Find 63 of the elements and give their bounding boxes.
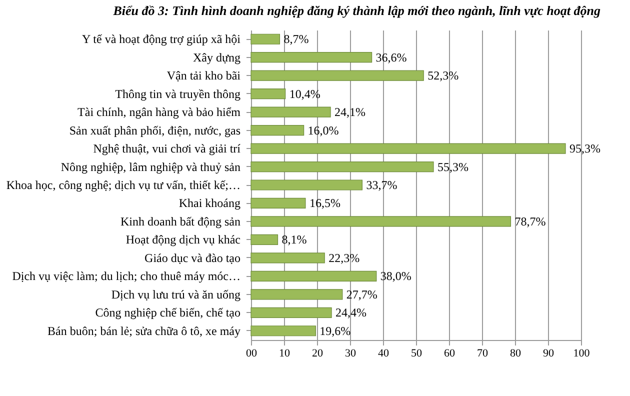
y-tick-label: Dịch vụ việc làm; du lịch; cho thuê máy móc… <box>12 269 240 284</box>
data-label: 95,3% <box>569 142 600 156</box>
bar <box>250 216 512 227</box>
data-label: 33,7% <box>366 178 398 192</box>
x-tick-label: 30 <box>345 348 356 360</box>
y-tick-label: Thông tin và truyền thông <box>115 86 240 101</box>
data-label: 78,7% <box>514 214 546 228</box>
data-label: 19,6% <box>320 324 351 338</box>
bar <box>250 234 278 246</box>
bar <box>250 106 331 118</box>
data-label: 8,7% <box>284 32 309 46</box>
data-label: 38,0% <box>380 269 412 284</box>
y-tick-label: Giáo dục và đào tạo <box>144 250 240 265</box>
y-tick-label: Tài chính, ngân hàng và bảo hiểm <box>78 105 242 120</box>
bar <box>250 124 304 136</box>
y-tick-label: Nông nghiệp, lâm nghiệp và thuỷ sản <box>60 160 240 174</box>
y-tick-label: Sản xuất phân phối, điện, nước, gas <box>69 123 241 138</box>
y-tick-label: Nghệ thuật, vui chơi và giải trí <box>93 142 242 156</box>
bar <box>250 34 280 44</box>
data-label: 22,3% <box>328 250 360 265</box>
y-tick-label: Hoạt động dịch vụ khác <box>126 232 240 247</box>
bar <box>250 198 306 209</box>
data-label: 27,7% <box>346 287 378 302</box>
x-tick-label: 70 <box>477 348 488 360</box>
bar <box>250 161 434 172</box>
y-tick-label: Công nghiệp chế biến, chế tạo <box>95 306 240 320</box>
data-label: 36,6% <box>376 50 407 64</box>
y-tick-label: Vận tải kho bãi <box>166 68 242 83</box>
bar <box>250 289 343 300</box>
x-tick-label: 100 <box>573 348 590 360</box>
y-tick-label: Khoa học, công nghệ; dịch vụ tư vấn, thiết kế;… <box>6 178 240 192</box>
bar <box>250 270 377 282</box>
bar <box>250 252 325 264</box>
bar <box>250 307 332 318</box>
x-tick-label: 00 <box>246 348 258 360</box>
x-tick-label: 50 <box>411 348 422 360</box>
y-tick-label: Kinh doanh bất động sản <box>120 214 240 228</box>
y-tick-label: Khai khoáng <box>178 196 240 210</box>
data-label: 16,0% <box>308 123 339 138</box>
bar <box>250 88 286 100</box>
x-tick-label: 40 <box>378 348 390 360</box>
data-label: 24,4% <box>336 306 367 320</box>
data-label: 8,1% <box>282 232 307 247</box>
y-tick-label: Dịch vụ lưu trú và ăn uống <box>111 287 240 302</box>
bar <box>250 143 566 154</box>
bar <box>250 326 316 336</box>
bar <box>250 52 372 63</box>
chart-title: Biểu đồ 3: Tình hình doanh nghiệp đăng ký thành lập mới theo ngành, lĩnh vực hoạt động <box>112 3 601 18</box>
y-tick-label: Xây dựng <box>193 50 240 64</box>
y-tick-label: Bán buôn; bán lẻ; sửa chữa ô tô, xe máy <box>48 324 240 338</box>
x-tick-label: 20 <box>312 348 324 360</box>
bar <box>250 70 424 81</box>
data-label: 52,3% <box>428 68 459 83</box>
x-tick-label: 80 <box>510 348 522 360</box>
data-label: 16,5% <box>309 196 340 210</box>
data-label: 10,4% <box>289 86 320 101</box>
data-label: 24,1% <box>334 105 366 120</box>
x-tick-label: 10 <box>279 348 290 360</box>
data-label: 55,3% <box>437 160 468 174</box>
x-tick-label: 60 <box>444 348 456 360</box>
x-tick-label: 90 <box>543 348 554 360</box>
y-tick-label: Y tế và hoạt động trợ giúp xã hội <box>82 32 242 46</box>
bar <box>250 180 363 190</box>
